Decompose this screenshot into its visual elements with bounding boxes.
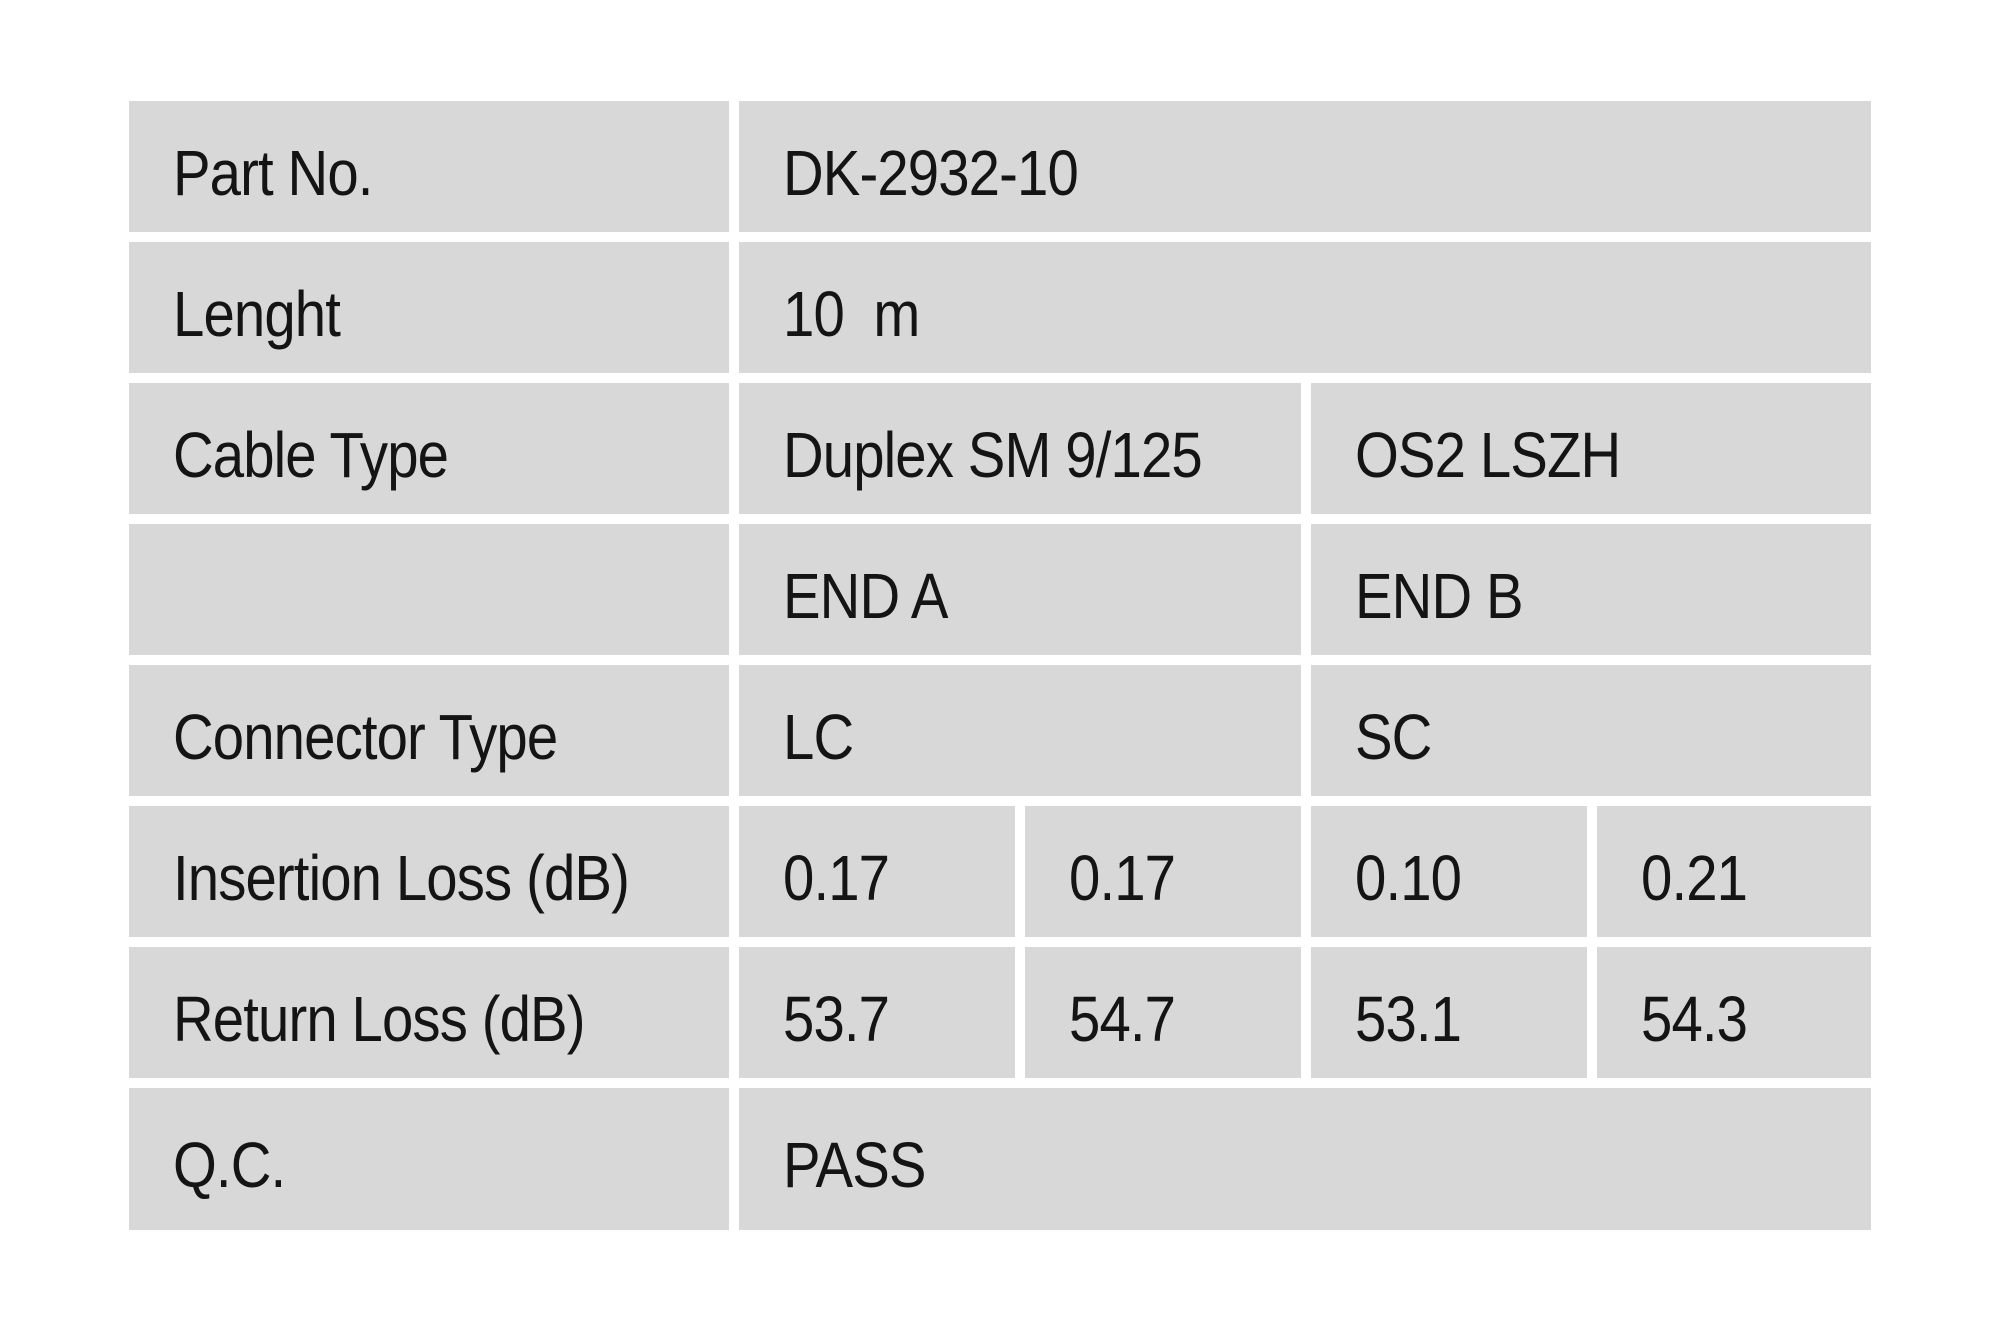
cable-type-spec: Duplex SM 9/125 (783, 418, 1203, 491)
part-no-label-cell: Part No. (129, 101, 729, 232)
return-loss-end-b-fiber1: 53.1 (1355, 982, 1462, 1055)
qc-result-value: PASS (783, 1129, 926, 1201)
spec-table: Part No. DK-2932-10 Lenght 10 m Cable Ty… (129, 101, 1871, 1230)
blank-cell (129, 524, 729, 655)
qc-label: Q.C. (173, 1129, 286, 1201)
return-loss-label-cell: Return Loss (dB) (129, 947, 729, 1078)
connector-end-a-value: LC (783, 700, 854, 773)
cable-jacket-spec-cell: OS2 LSZH (1311, 383, 1871, 514)
part-no-value-cell: DK-2932-10 (739, 101, 1871, 232)
insertion-loss-label: Insertion Loss (dB) (173, 841, 630, 914)
insertion-loss-end-b-fiber2: 0.21 (1641, 841, 1748, 914)
cable-type-label: Cable Type (173, 418, 449, 491)
insertion-loss-end-a-fiber2: 0.17 (1069, 841, 1176, 914)
insertion-loss-end-a-fiber1: 0.17 (783, 841, 890, 914)
qc-label-cell: Q.C. (129, 1088, 729, 1230)
return-loss-end-b-fiber2: 54.3 (1641, 982, 1748, 1055)
return-loss-end-b-fiber1-cell: 53.1 (1311, 947, 1587, 1078)
insertion-loss-end-b-fiber2-cell: 0.21 (1597, 806, 1871, 937)
length-value: 10 m (783, 277, 920, 350)
end-b-header-cell: END B (1311, 524, 1871, 655)
length-label: Lenght (173, 277, 341, 350)
return-loss-label: Return Loss (dB) (173, 982, 585, 1055)
insertion-loss-end-a-fiber2-cell: 0.17 (1025, 806, 1301, 937)
end-a-header-cell: END A (739, 524, 1301, 655)
part-no-value: DK-2932-10 (783, 136, 1079, 209)
qc-result-cell: PASS (739, 1088, 1871, 1230)
cable-type-label-cell: Cable Type (129, 383, 729, 514)
return-loss-end-a-fiber2: 54.7 (1069, 982, 1176, 1055)
end-b-header: END B (1355, 559, 1524, 632)
return-loss-end-a-fiber2-cell: 54.7 (1025, 947, 1301, 1078)
return-loss-end-a-fiber1: 53.7 (783, 982, 890, 1055)
connector-type-label: Connector Type (173, 700, 558, 773)
part-no-label: Part No. (173, 136, 373, 209)
length-label-cell: Lenght (129, 242, 729, 373)
connector-end-b-value: SC (1355, 700, 1432, 773)
insertion-loss-end-b-fiber1-cell: 0.10 (1311, 806, 1587, 937)
connector-end-b-cell: SC (1311, 665, 1871, 796)
length-value-cell: 10 m (739, 242, 1871, 373)
cable-type-spec-cell: Duplex SM 9/125 (739, 383, 1301, 514)
insertion-loss-end-b-fiber1: 0.10 (1355, 841, 1462, 914)
connector-end-a-cell: LC (739, 665, 1301, 796)
return-loss-end-a-fiber1-cell: 53.7 (739, 947, 1015, 1078)
return-loss-end-b-fiber2-cell: 54.3 (1597, 947, 1871, 1078)
insertion-loss-label-cell: Insertion Loss (dB) (129, 806, 729, 937)
insertion-loss-end-a-fiber1-cell: 0.17 (739, 806, 1015, 937)
end-a-header: END A (783, 559, 948, 632)
connector-type-label-cell: Connector Type (129, 665, 729, 796)
cable-jacket-spec: OS2 LSZH (1355, 418, 1621, 491)
